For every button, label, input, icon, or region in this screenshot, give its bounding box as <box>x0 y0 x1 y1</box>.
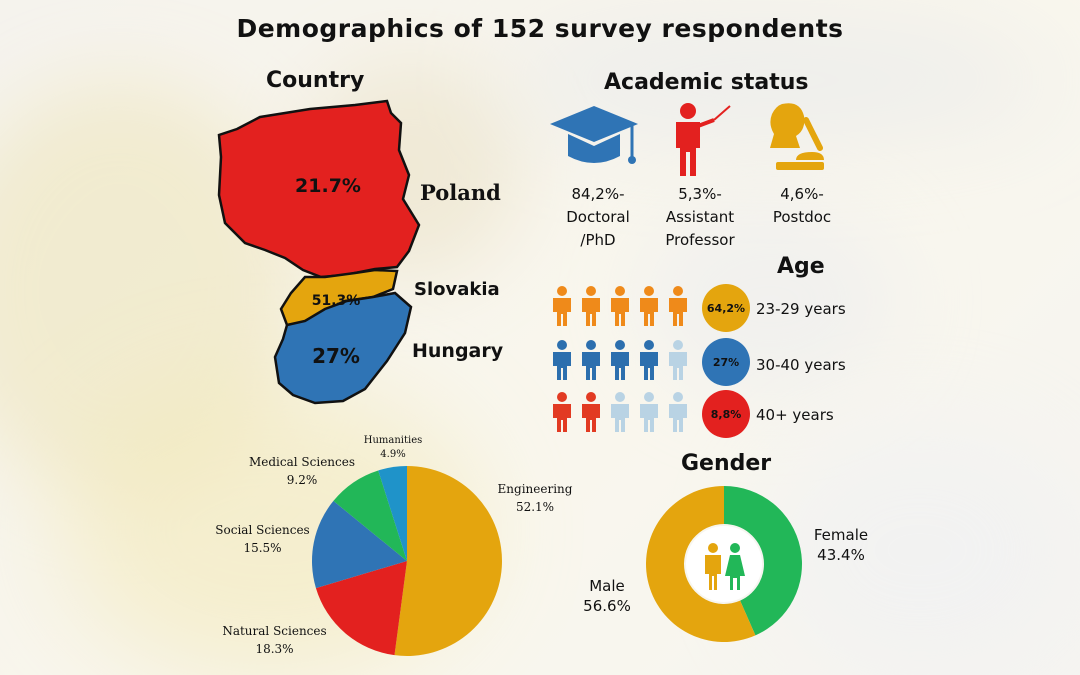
academic-pct-assistant: 5,3%- <box>678 185 722 203</box>
person-icon <box>611 392 629 432</box>
pie-label-humanities-name: Humanities <box>363 435 423 446</box>
country-label-hungary: Hungary <box>412 340 504 362</box>
pie-label-medical-pct: 9.2% <box>286 473 318 487</box>
age-label-30-40: 30-40 years <box>756 356 846 374</box>
age-pct-text: 27% <box>713 356 739 369</box>
gender-donut-hole <box>686 526 762 602</box>
pie-label-natural: Natural Sciences 18.3% <box>212 622 337 658</box>
pie-slice-social-sciences <box>312 500 407 589</box>
academic-pct-phd: 84,2%- <box>571 185 625 203</box>
pie-slice-natural-sciences <box>315 561 407 656</box>
gender-slice-female <box>724 486 802 636</box>
age-pct-text: 64,2% <box>707 302 745 315</box>
person-icon <box>640 286 658 326</box>
teacher-icon <box>676 103 731 176</box>
person-icon <box>582 340 600 380</box>
pie-label-engineering-pct: 52.1% <box>515 500 555 514</box>
gender-male-pct: 56.6% <box>583 597 631 615</box>
pie-label-humanities-pct: 4.9% <box>380 449 406 460</box>
female-person-icon <box>725 543 745 590</box>
person-icon <box>611 286 629 326</box>
person-icon <box>611 340 629 380</box>
person-icon <box>669 340 687 380</box>
person-icon <box>582 286 600 326</box>
age-label-23-29: 23-29 years <box>756 300 846 318</box>
academic-item-postdoc: 4,6%- Postdoc <box>757 183 847 229</box>
pie-label-social-pct: 15.5% <box>243 541 282 555</box>
pie-label-natural-pct: 18.3% <box>255 642 294 656</box>
pie-label-medical: Medical Sciences 9.2% <box>242 453 362 489</box>
academic-item-assistant-professor: 5,3%- Assistant Professor <box>655 183 745 252</box>
person-icon <box>669 286 687 326</box>
academic-item-phd: 84,2%- Doctoral /PhD <box>553 183 643 252</box>
male-person-icon <box>705 543 721 590</box>
gender-female-name: Female <box>813 526 869 544</box>
pie-label-social-name: Social Sciences <box>215 523 310 537</box>
pie-slice-medical-sciences <box>333 470 407 561</box>
country-heading: Country <box>266 68 365 93</box>
map-slovakia-pct: 51.3% <box>312 293 361 309</box>
gender-slice-male <box>646 486 756 642</box>
person-icon <box>669 392 687 432</box>
academic-label-phd-2: /PhD <box>580 231 616 249</box>
country-label-poland: Poland <box>420 180 501 205</box>
age-pct-badge <box>702 284 750 332</box>
academic-label-phd-1: Doctoral <box>566 208 630 226</box>
graduation-cap-icon <box>550 106 638 164</box>
map-poland-pct: 21.7% <box>295 175 361 197</box>
country-map: 21.7% 51.3% 27% <box>217 99 421 405</box>
scientist-icon <box>770 103 824 170</box>
page-title: Demographics of 152 survey respondents <box>236 14 844 43</box>
person-icon <box>553 392 571 432</box>
age-chart: 64,2% 27% 8,8% <box>553 284 750 438</box>
academic-label-postdoc-1: Postdoc <box>772 208 832 226</box>
age-pct-badge <box>702 390 750 438</box>
pie-label-engineering-name: Engineering <box>497 482 573 496</box>
pie-label-humanities: Humanities 4.9% <box>358 434 428 462</box>
gender-male-name: Male <box>589 577 625 595</box>
pie-label-natural-name: Natural Sciences <box>222 624 327 638</box>
map-hungary-pct: 27% <box>312 344 360 368</box>
age-heading: Age <box>777 254 825 279</box>
gender-female-pct: 43.4% <box>817 546 865 564</box>
map-hungary <box>273 291 413 405</box>
person-icon <box>640 392 658 432</box>
gender-donut-chart <box>646 486 802 642</box>
discipline-pie-chart <box>312 466 502 656</box>
person-icon <box>553 340 571 380</box>
academic-label-assistant-1: Assistant <box>665 208 735 226</box>
person-icon <box>640 340 658 380</box>
country-label-slovakia: Slovakia <box>414 279 500 300</box>
academic-heading: Academic status <box>604 70 809 95</box>
gender-label-male: Male 56.6% <box>574 576 640 616</box>
pie-label-medical-name: Medical Sciences <box>248 455 356 469</box>
age-pct-badge <box>702 338 750 386</box>
academic-label-assistant-2: Professor <box>665 231 735 249</box>
age-label-40-plus: 40+ years <box>756 406 834 424</box>
person-icon <box>582 392 600 432</box>
gender-label-female: Female 43.4% <box>806 525 876 565</box>
pie-slice-humanities <box>378 466 407 561</box>
pie-slice-engineering <box>394 466 502 656</box>
age-pct-text: 8,8% <box>711 408 742 421</box>
person-icon <box>553 286 571 326</box>
pie-label-engineering: Engineering 52.1% <box>485 480 585 516</box>
gender-heading: Gender <box>681 451 772 476</box>
pie-label-social: Social Sciences 15.5% <box>200 521 325 557</box>
academic-pct-postdoc: 4,6%- <box>780 185 824 203</box>
